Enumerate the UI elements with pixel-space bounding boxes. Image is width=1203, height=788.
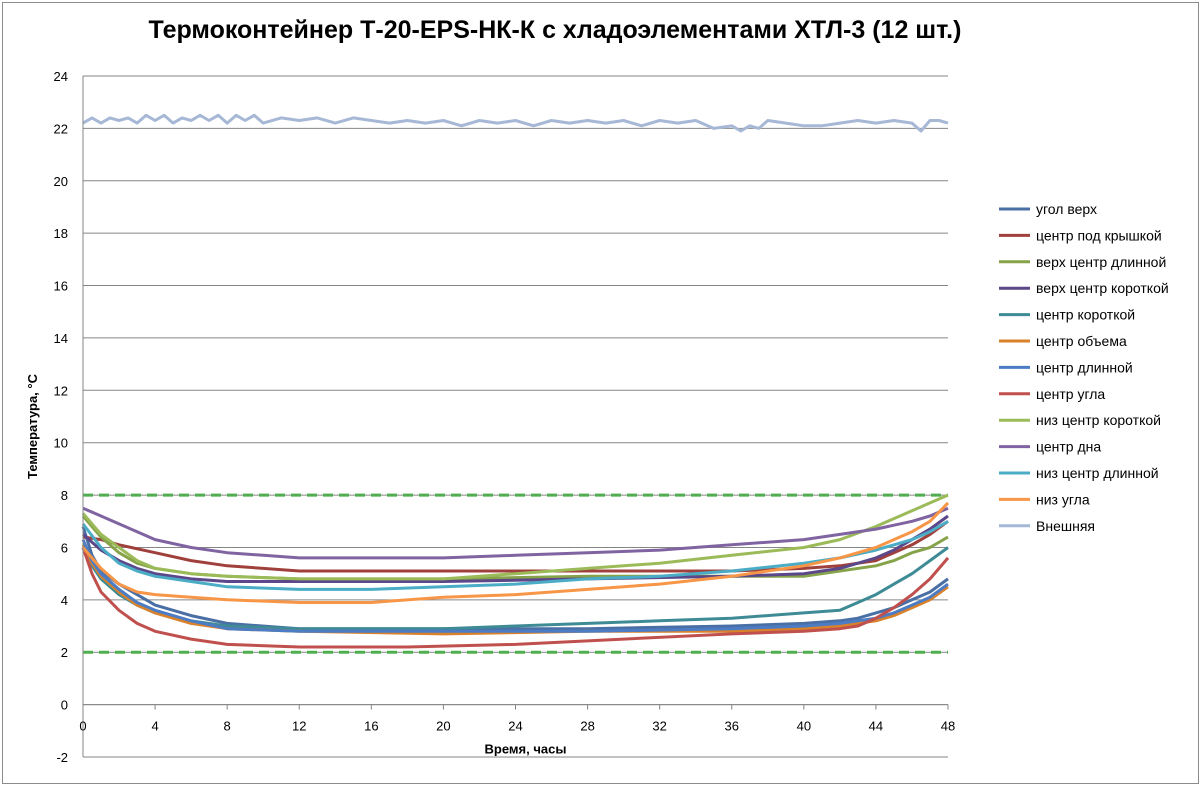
y-tick-label: 10 [54, 436, 68, 451]
y-tick-label: 22 [54, 121, 68, 136]
chart-title: Термоконтейнер Т-20-EPS-НК-К с хладоэлем… [148, 16, 962, 44]
legend-entry: низ угла [1036, 491, 1090, 507]
x-tick-label: 36 [725, 719, 739, 734]
x-tick-label: 44 [869, 719, 883, 734]
x-tick-label: 28 [580, 719, 594, 734]
series-line [82, 514, 949, 583]
x-tick-label: 0 [79, 719, 86, 734]
legend-entry: центр дна [1036, 439, 1101, 455]
y-tick-label: 4 [61, 593, 68, 608]
y-axis-label: Температура, °С [25, 373, 40, 479]
series-line [81, 544, 949, 636]
y-tick-label: 8 [61, 488, 68, 503]
axes [82, 76, 949, 757]
series-line [81, 493, 949, 581]
y-tick-label: 6 [61, 540, 68, 555]
x-tick-label: 12 [292, 719, 306, 734]
y-tick-label: 18 [54, 226, 68, 241]
legend-entry: низ центр короткой [1036, 412, 1161, 428]
y-tick-label: 20 [54, 174, 68, 189]
legend-entry: верх центр короткой [1036, 280, 1169, 296]
reference-lines [83, 493, 948, 654]
x-tick-label: 24 [508, 719, 522, 734]
y-tick-label: -2 [56, 750, 68, 765]
x-tick-label: 48 [941, 719, 955, 734]
y-tick-label: 0 [61, 698, 68, 713]
legend-entry: центр короткой [1036, 307, 1135, 323]
series-line [81, 501, 950, 604]
series-lines [81, 113, 950, 649]
series-line [82, 506, 949, 560]
legend: угол верх центр под крышкой верх центр дли… [999, 201, 1169, 534]
x-tick-label: 16 [364, 719, 378, 734]
y-tick-label: 24 [54, 69, 68, 84]
x-tick-label: 8 [224, 719, 231, 734]
legend-entry: угол верх [1036, 201, 1097, 217]
x-tick-label: 32 [652, 719, 666, 734]
series-line [81, 520, 949, 591]
y-tick-label: 12 [54, 383, 68, 398]
y-tick-label: 2 [61, 645, 68, 660]
x-tick-label: 40 [797, 719, 811, 734]
legend-entry: центр под крышкой [1036, 227, 1162, 243]
x-tick-label: 4 [151, 719, 158, 734]
legend-entry: верх центр длинной [1036, 254, 1166, 270]
y-tick-label: 14 [54, 331, 68, 346]
x-axis-label: Время, часы [485, 742, 567, 757]
legend-entry: центр объема [1036, 333, 1127, 349]
x-tick-label: 20 [436, 719, 450, 734]
legend-entry: низ центр длинной [1036, 465, 1159, 481]
series-line [82, 113, 949, 133]
legend-entry: центр длинной [1036, 359, 1133, 375]
series-line [82, 520, 949, 573]
y-tick-label: 16 [54, 279, 68, 294]
legend-entry: центр угла [1036, 386, 1105, 402]
series-line [81, 539, 949, 633]
legend-entry: Внешняя [1036, 518, 1095, 534]
gridlines [83, 75, 948, 758]
series-line [81, 515, 949, 581]
series-line [81, 547, 950, 649]
